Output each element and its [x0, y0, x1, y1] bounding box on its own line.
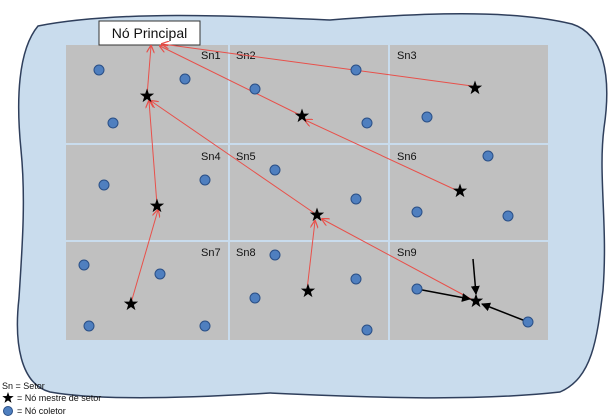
star-icon — [468, 293, 484, 308]
star-icon — [452, 183, 468, 198]
collector-node — [350, 273, 362, 285]
main-node-label: Nó Principal — [112, 25, 187, 41]
legend-star-icon — [2, 392, 14, 403]
collector-node — [482, 150, 494, 162]
collector-node — [350, 193, 362, 205]
collector-node — [502, 210, 514, 222]
collector-node — [154, 268, 166, 280]
sector-label-sn1: Sn1 — [201, 50, 221, 62]
sector-grid — [66, 45, 548, 340]
collector-node — [522, 316, 534, 328]
sector-sn3 — [390, 45, 548, 143]
sector-label-sn8: Sn8 — [236, 247, 256, 259]
collector-node — [179, 73, 191, 85]
legend-collector-icon — [3, 406, 13, 416]
collector-node — [107, 117, 119, 129]
route-arrow — [147, 46, 151, 97]
routes-to-main-node — [130, 44, 474, 304]
star-icon — [300, 283, 316, 298]
legend-sector-text: Sn = Setor — [2, 381, 45, 391]
collector-node — [93, 64, 105, 76]
collector-nodes — [78, 64, 534, 336]
sector-label-sn4: Sn4 — [201, 151, 221, 163]
collector-arrow — [416, 288, 471, 302]
route-arrow — [322, 219, 474, 301]
star-icon — [139, 88, 155, 103]
collector-arrow — [470, 258, 480, 295]
route-arrow — [130, 210, 158, 304]
collector-node — [350, 64, 362, 76]
collector-node — [199, 174, 211, 186]
star-icon — [294, 108, 310, 123]
route-arrow — [149, 101, 158, 206]
collector-node — [249, 83, 261, 95]
collector-node — [269, 164, 281, 176]
collector-node — [98, 179, 110, 191]
collector-node — [199, 320, 211, 332]
sector-sn4 — [66, 145, 228, 240]
star-icon — [149, 198, 165, 213]
collector-node — [411, 206, 423, 218]
sector-label-sn6: Sn6 — [397, 151, 417, 163]
route-arrow — [162, 44, 473, 87]
sector-sn6 — [390, 145, 548, 240]
star-icon — [309, 207, 325, 222]
sector-label-sn2: Sn2 — [236, 50, 256, 62]
star-icon — [123, 296, 139, 311]
route-arrow — [306, 221, 315, 291]
collector-node — [361, 117, 373, 129]
legend-collector-text: = Nó coletor — [17, 406, 66, 416]
legend: Sn = Setor = Nó mestre de setor = Nó col… — [2, 381, 101, 416]
sector-sn5 — [230, 145, 388, 240]
route-arrow — [160, 46, 303, 117]
route-arrow — [305, 120, 459, 192]
collector-node — [361, 324, 373, 336]
sector-label-sn5: Sn5 — [236, 151, 256, 163]
star-icon — [467, 80, 483, 95]
collector-node — [421, 111, 433, 123]
route-arrow — [151, 101, 318, 216]
collector-node — [83, 320, 95, 332]
sector-label-sn3: Sn3 — [397, 50, 417, 62]
master-nodes — [123, 80, 484, 311]
collector-node — [249, 292, 261, 304]
sector-label-sn9: Sn9 — [397, 247, 417, 259]
collector-links-sn9 — [416, 258, 529, 323]
collector-node — [269, 249, 281, 261]
collector-node — [411, 283, 423, 295]
collector-arrow — [481, 302, 529, 323]
collector-node — [78, 259, 90, 271]
legend-master-text: = Nó mestre de setor — [17, 393, 101, 403]
sector-label-sn7: Sn7 — [201, 247, 221, 259]
